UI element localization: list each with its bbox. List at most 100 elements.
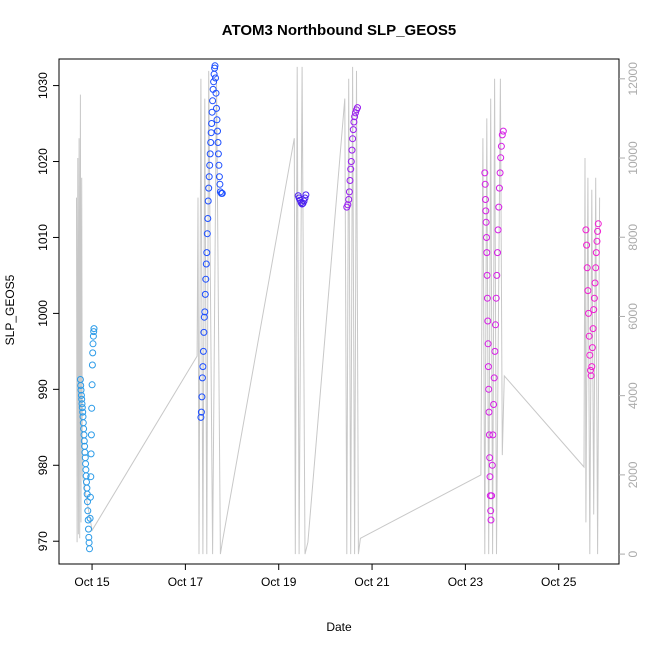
y2-tick-label: 0 [626,550,640,557]
data-point [198,374,206,382]
data-point [90,325,98,333]
data-point [488,492,496,500]
data-point [86,545,93,553]
plot-frame [58,58,620,565]
data-point [218,189,226,197]
x-tick-label: Oct 21 [354,575,390,589]
data-point [485,385,493,393]
data-point [487,507,495,515]
data-point [86,493,94,501]
data-point [491,347,499,355]
y2-tick-label: 10000 [626,141,640,175]
data-point [200,313,208,321]
x-axis-title: Date [326,620,352,634]
data-point [84,516,92,524]
data-point [584,287,592,295]
y-tick-label: 1020 [36,148,50,175]
data-point [301,194,309,202]
data-point [488,461,496,469]
altitude-trace-layer [76,66,601,555]
data-point [586,351,594,359]
data-point [582,226,590,234]
data-point [77,391,85,399]
data-point [485,408,493,416]
data-point [198,393,206,401]
data-point [205,173,213,181]
data-point [589,325,597,333]
data-point [496,169,504,177]
data-point [82,460,90,468]
y-tick-label: 1000 [36,300,50,327]
data-point [214,127,221,135]
data-point [484,317,492,325]
data-point [206,161,214,169]
data-point [85,533,93,541]
data-point [89,340,97,348]
data-point [88,404,96,412]
data-point [84,507,92,515]
data-point [483,294,491,302]
data-point [199,347,207,355]
data-point [490,374,498,382]
y2-tick-label: 8000 [626,224,640,251]
data-point [482,196,489,203]
y2-tick-label: 4000 [626,382,640,409]
data-point [216,188,224,196]
data-point [87,450,95,458]
x-tick-label: Oct 19 [261,575,297,589]
data-point [495,203,503,211]
altitude-trace-line [76,66,601,555]
data-point [302,191,310,199]
data-point [493,271,501,279]
y-tick-label: 1030 [36,72,50,99]
data-point [205,184,213,192]
y-axis-right: 0 2000 4000 6000 8000 10000 12000 [619,62,640,557]
data-point [79,408,87,416]
x-axis: Oct 15 Oct 17 Oct 19 Oct 21 Oct 23 Oct 25 [74,564,577,589]
y-axis-title: SLP_GEOS5 [3,274,17,345]
data-point [83,478,90,486]
data-point [590,306,598,314]
data-point [89,332,97,340]
y-tick-label: 1010 [36,224,50,251]
data-point [212,89,220,97]
y2-tick-label: 12000 [626,62,640,96]
data-point [90,328,98,336]
data-point [209,97,217,105]
data-point [583,264,591,272]
data-point [82,466,90,474]
data-point [351,113,359,121]
y-tick-label: 980 [36,455,50,475]
data-point [347,158,355,165]
x-tick-label: Oct 17 [168,575,204,589]
data-point [483,234,490,241]
data-point [78,395,86,403]
data-point [207,129,215,137]
data-point [585,332,593,340]
data-point [490,401,498,408]
data-point [215,161,223,169]
data-point [78,400,86,408]
data-point [213,104,220,112]
data-point [485,431,493,439]
data-point [214,150,222,158]
data-point [484,363,492,371]
data-point [347,165,355,173]
y-tick-label: 970 [36,531,50,551]
data-point [81,448,89,456]
data-point [87,473,95,481]
data-point [486,454,494,462]
data-point [594,220,602,228]
data-point [494,249,501,257]
data-point [587,366,594,374]
x-tick-label: Oct 15 [74,575,110,589]
data-point [483,271,491,279]
data-point [587,372,595,380]
data-point [204,197,212,205]
x-tick-label: Oct 23 [448,575,484,589]
data-point [345,188,353,196]
data-point [87,431,95,439]
data-point [486,473,494,481]
data-point [201,308,209,316]
data-point [208,108,216,116]
